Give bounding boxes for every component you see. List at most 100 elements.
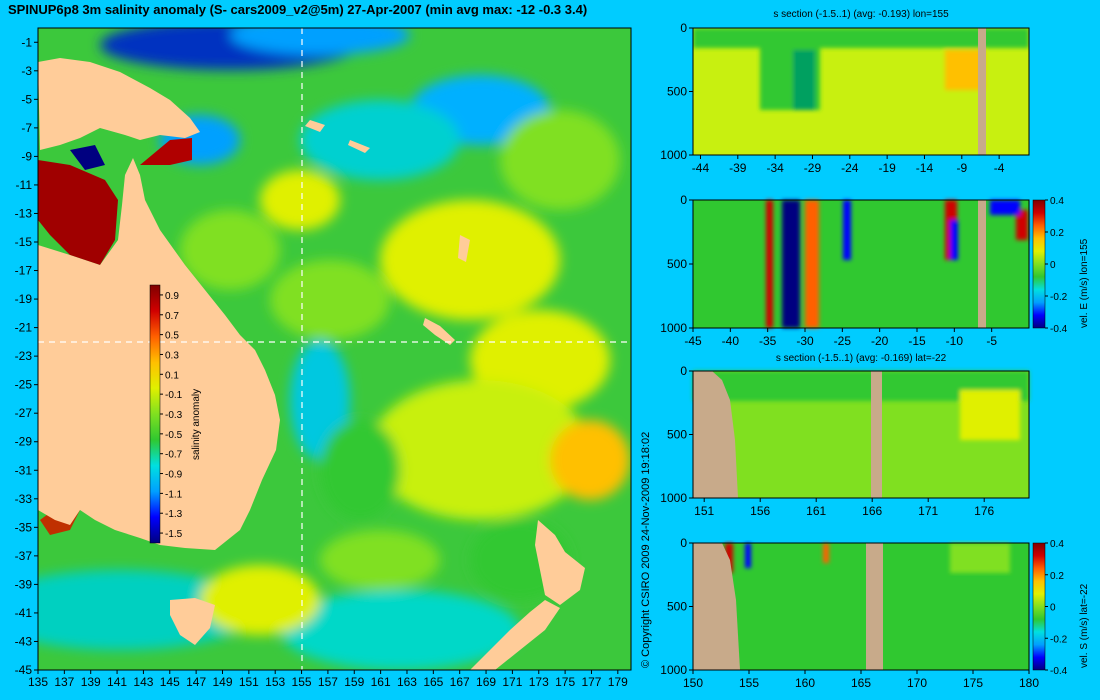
map-x-tick-label: 179 <box>608 675 628 689</box>
section4-land <box>866 543 883 670</box>
map-x-tick-label: 141 <box>107 675 127 689</box>
map-frame <box>37 27 632 671</box>
section-y-tick-label: 0 <box>680 536 687 550</box>
map-x-tick-label: 135 <box>28 675 48 689</box>
map-x-tick-label: 139 <box>81 675 101 689</box>
section-x-tick-label: 150 <box>683 676 703 690</box>
section4-land <box>693 543 740 670</box>
anomaly-patch-gulf <box>38 160 118 265</box>
map-colorbar-tick-label: -0.5 <box>165 430 183 441</box>
map-y-tick-label: -17 <box>15 264 33 278</box>
map-y-tick-label: -11 <box>16 178 33 192</box>
map-colorbar-ticks: 0.9 0.7 0.5 0.3 0.1 -0.1 -0.3 -0.5 -0.7 -0.9 -1.1 -… <box>160 291 183 540</box>
section2-land <box>978 200 986 328</box>
section-y-tick-label: 0 <box>680 364 687 378</box>
section-panel-salinity-lat: s section (-1.5..1) (avg: -0.169) lat=-2… <box>660 353 1030 518</box>
section2-jet <box>1016 210 1028 240</box>
section1-title: s section (-1.5..1) (avg: -0.193) lon=15… <box>773 9 949 20</box>
section-colorbar-tick-label: 0.4 <box>1050 196 1064 207</box>
map-colorbar-tick-label: -0.9 <box>165 470 183 481</box>
section-x-tick-label: -39 <box>729 161 747 175</box>
section-y-tick-label: 500 <box>667 600 687 614</box>
section4-jet <box>823 543 829 563</box>
map-x-tick-label: 167 <box>450 675 470 689</box>
section-colorbar-tick-label: -0.4 <box>1050 324 1068 335</box>
figure-title: SPINUP6p8 3m salinity anomaly (S- cars20… <box>8 2 588 17</box>
section1-land <box>978 28 986 155</box>
section-x-tick-label: -24 <box>841 161 859 175</box>
section3-axes: 151 156 161 166 171 176 0 500 1000 <box>660 364 994 518</box>
anomaly-patch <box>230 28 410 55</box>
map-x-tick-label: 171 <box>502 675 522 689</box>
map-colorbar-tick-label: 0.7 <box>165 311 179 322</box>
section-colorbar-tick-label: 0.2 <box>1050 571 1064 582</box>
map-y-tick-label: -35 <box>15 520 33 534</box>
map-y-tick-label: -23 <box>15 349 33 363</box>
anomaly-patch <box>320 530 440 590</box>
map-x-tick-label: 157 <box>318 675 338 689</box>
section3-title: s section (-1.5..1) (avg: -0.169) lat=-2… <box>776 353 947 364</box>
section1-axes: -44 -39 -34 -29 -24 -19 -14 -9 -4 0 500 1000 <box>660 21 1004 175</box>
map-colorbar-tick-label: -0.7 <box>165 450 183 461</box>
section3-land <box>693 371 738 498</box>
land-new-zealand-north <box>535 520 585 605</box>
anomaly-patch-gulf <box>140 138 192 165</box>
anomaly-patch <box>280 590 520 670</box>
section-x-tick-label: -4 <box>994 161 1005 175</box>
land-vanuatu <box>458 235 470 262</box>
section-colorbar-tick-label: -0.2 <box>1050 634 1068 645</box>
section2-jet <box>766 200 773 328</box>
section-colorbar-tick-label: -0.2 <box>1050 292 1068 303</box>
section-panel-salinity-lon: s section (-1.5..1) (avg: -0.193) lon=15… <box>660 9 1030 175</box>
map-y-tick-label: -7 <box>21 121 32 135</box>
anomaly-patch <box>290 340 350 460</box>
salinity-map: 135 137 139 141 143 145 147 149 151 153 155 157 159 1… <box>15 27 632 689</box>
section-x-tick-label: 166 <box>862 504 882 518</box>
section4-jet <box>745 543 751 568</box>
section2-field <box>693 200 1029 328</box>
section-x-tick-label: 160 <box>795 676 815 690</box>
map-y-tick-label: -27 <box>15 406 33 420</box>
map-x-tick-label: 163 <box>397 675 417 689</box>
map-y-tick-label: -33 <box>15 492 33 506</box>
section4-colorbar <box>1032 542 1046 671</box>
map-y-tick-label: -19 <box>15 292 33 306</box>
map-anomaly-blobs <box>38 28 631 670</box>
section-x-tick-label: 171 <box>918 504 938 518</box>
section-x-tick-label: -5 <box>986 334 997 348</box>
anomaly-patch <box>270 260 390 340</box>
map-y-tick-label: -13 <box>15 206 33 220</box>
map-x-tick-label: 173 <box>529 675 549 689</box>
anomaly-patch <box>320 420 400 520</box>
anomaly-patch <box>500 110 620 210</box>
section-colorbar-tick-label: 0.4 <box>1050 539 1064 550</box>
map-x-tick-label: 153 <box>265 675 285 689</box>
section-y-tick-label: 500 <box>667 85 687 99</box>
section-x-tick-label: -35 <box>759 334 777 348</box>
copyright-note: © Copyright CSIRO 2009 24-Nov-2009 19:18… <box>640 431 652 668</box>
section-colorbar-tick-label: 0 <box>1050 260 1056 271</box>
map-x-tick-label: 137 <box>54 675 74 689</box>
map-colorbar-label: salinity anomaly <box>191 389 202 460</box>
section2-colorbar <box>1032 199 1046 329</box>
map-colorbar-tick-label: -1.5 <box>165 529 183 540</box>
anomaly-patch <box>70 145 105 170</box>
section-x-tick-label: -9 <box>956 161 967 175</box>
section-y-tick-label: 1000 <box>660 321 687 335</box>
section2-jet <box>950 220 958 260</box>
anomaly-patch <box>550 420 630 500</box>
section-x-tick-label: -19 <box>878 161 896 175</box>
section-x-tick-label: 175 <box>963 676 983 690</box>
map-x-axis: 135 137 139 141 143 145 147 149 151 153 155 157 159 1… <box>28 670 628 689</box>
map-y-tick-label: -29 <box>15 435 33 449</box>
map-y-tick-label: -3 <box>21 64 32 78</box>
section4-colorbar-label: vel. S (m/s) lat=-22 <box>1079 583 1090 668</box>
map-y-tick-label: -31 <box>15 463 33 477</box>
section-x-tick-label: -40 <box>722 334 740 348</box>
section-y-tick-label: 0 <box>680 21 687 35</box>
section-y-tick-label: 500 <box>667 257 687 271</box>
section4-jet <box>950 543 1010 573</box>
section-y-tick-label: 1000 <box>660 148 687 162</box>
map-colorbar: 0.9 0.7 0.5 0.3 0.1 -0.1 -0.3 -0.5 -0.7 -0.9 -1.1 -… <box>149 284 202 544</box>
